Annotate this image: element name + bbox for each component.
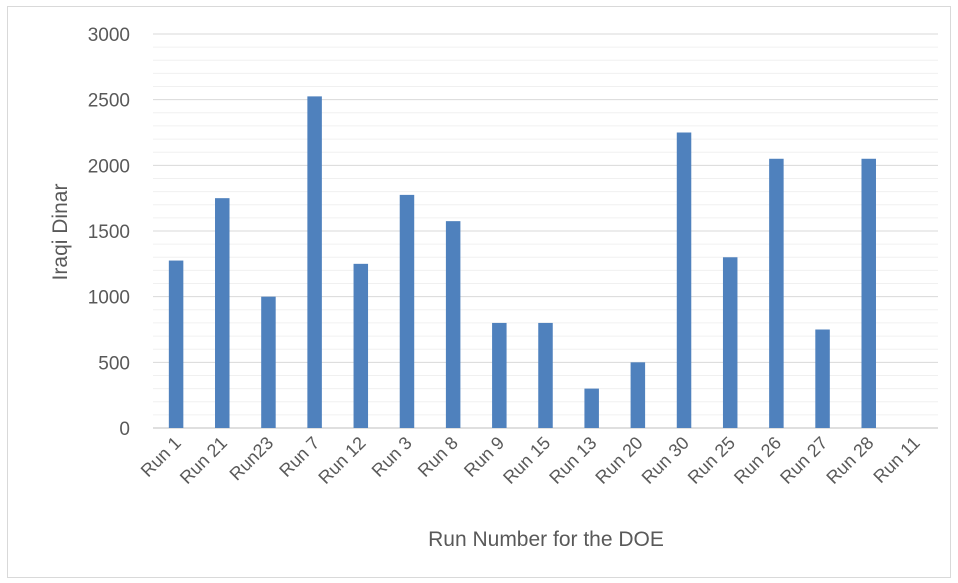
- bar: [215, 198, 230, 428]
- x-tick-label: Run 28: [822, 433, 877, 488]
- y-tick-label: 1500: [88, 222, 130, 243]
- y-tick-label: 2000: [88, 156, 130, 177]
- y-tick-label: 2500: [88, 91, 130, 112]
- y-tick-label: 1000: [88, 288, 130, 309]
- bar: [492, 322, 507, 428]
- y-tick-label: 500: [98, 353, 130, 374]
- bar: [584, 388, 599, 428]
- bar: [307, 96, 322, 428]
- bar: [538, 322, 553, 428]
- x-tick-label: Run 20: [591, 433, 646, 488]
- bar: [676, 132, 692, 428]
- bar: [769, 158, 784, 428]
- chart-frame: [7, 6, 951, 578]
- bar: [815, 329, 830, 428]
- bars: [168, 96, 876, 428]
- bar: [722, 257, 738, 428]
- bar: [261, 296, 276, 428]
- y-axis-title: Iraqi Dinar: [49, 184, 72, 281]
- x-tick-label: Run 8: [414, 433, 462, 481]
- y-tick-labels: 0 500 1000 1500 2000 2500 3000: [88, 25, 130, 440]
- bar: [630, 362, 646, 428]
- bar: [399, 194, 415, 428]
- x-tick-label: Run 15: [499, 433, 554, 488]
- x-tick-label: Run23: [226, 433, 278, 485]
- bar: [861, 158, 876, 428]
- x-tick-label: Run 13: [545, 433, 600, 488]
- x-tick-label: Run 27: [776, 433, 831, 488]
- x-axis-title: Run Number for the DOE: [428, 528, 664, 551]
- bar: [445, 221, 461, 428]
- x-tick-label: Run 30: [638, 433, 693, 488]
- x-tick-label: Run 3: [368, 433, 416, 481]
- x-tick-label: Run 12: [314, 433, 369, 488]
- x-tick-label: Run 11: [869, 433, 923, 487]
- bar: [168, 260, 184, 428]
- x-tick-label: Run 25: [684, 433, 739, 488]
- x-tick-label: Run 26: [730, 433, 785, 488]
- x-tick-label: Run 21: [176, 433, 231, 488]
- bar: [353, 263, 369, 428]
- y-tick-label: 3000: [88, 25, 130, 46]
- y-tick-label: 0: [119, 419, 130, 440]
